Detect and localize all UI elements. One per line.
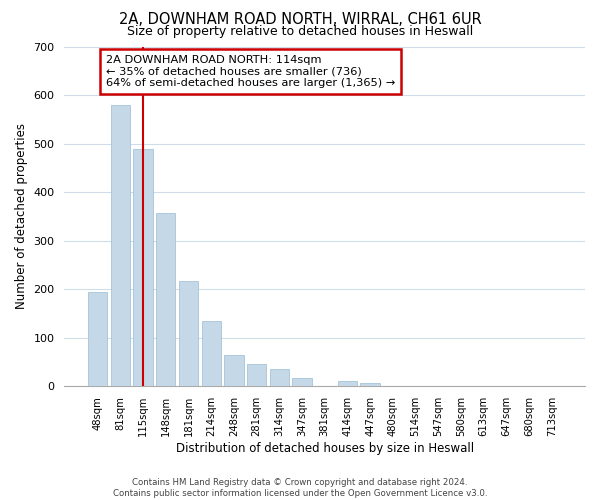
Text: 2A DOWNHAM ROAD NORTH: 114sqm
← 35% of detached houses are smaller (736)
64% of : 2A DOWNHAM ROAD NORTH: 114sqm ← 35% of d… <box>106 55 395 88</box>
Bar <box>269 370 289 386</box>
Text: 2A, DOWNHAM ROAD NORTH, WIRRAL, CH61 6UR: 2A, DOWNHAM ROAD NORTH, WIRRAL, CH61 6UR <box>119 12 481 28</box>
Bar <box>292 378 311 386</box>
Y-axis label: Number of detached properties: Number of detached properties <box>15 124 28 310</box>
Bar <box>247 364 266 386</box>
Bar <box>338 380 357 386</box>
Bar <box>111 105 130 386</box>
Bar <box>361 383 380 386</box>
Bar <box>179 282 198 387</box>
Text: Contains HM Land Registry data © Crown copyright and database right 2024.
Contai: Contains HM Land Registry data © Crown c… <box>113 478 487 498</box>
Bar <box>224 355 244 386</box>
Bar <box>88 292 107 386</box>
Bar <box>202 321 221 386</box>
Text: Size of property relative to detached houses in Heswall: Size of property relative to detached ho… <box>127 25 473 38</box>
Bar <box>156 213 175 386</box>
Bar <box>133 150 153 386</box>
X-axis label: Distribution of detached houses by size in Heswall: Distribution of detached houses by size … <box>176 442 474 455</box>
